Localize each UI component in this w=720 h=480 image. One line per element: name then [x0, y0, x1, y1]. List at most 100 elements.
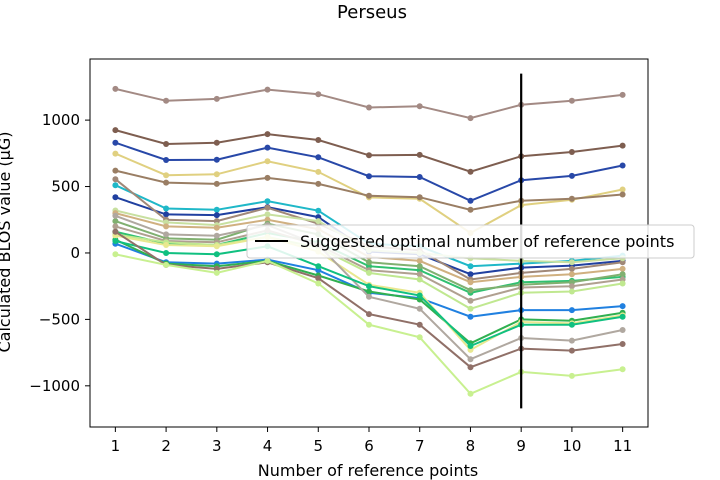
- data-point: [163, 231, 170, 238]
- data-point: [264, 204, 271, 211]
- data-point: [619, 341, 626, 347]
- data-point: [467, 313, 474, 320]
- data-point: [467, 343, 474, 349]
- x-axis: 1 2 3 4 5 6 7 8 9 10 11: [111, 427, 632, 455]
- data-point: [213, 95, 220, 102]
- data-point: [619, 162, 626, 169]
- data-point: [366, 288, 372, 295]
- data-point: [467, 279, 474, 286]
- x-tick-label: 2: [161, 437, 171, 455]
- data-point: [416, 334, 423, 341]
- data-point: [264, 144, 271, 151]
- data-point: [366, 192, 372, 199]
- legend-box: [246, 224, 695, 259]
- data-point: [619, 271, 626, 278]
- data-point: [163, 223, 170, 230]
- data-point: [366, 311, 372, 318]
- data-point: [112, 212, 119, 219]
- data-point: [112, 223, 119, 230]
- data-point: [568, 265, 575, 272]
- data-point: [416, 321, 423, 328]
- data-point: [366, 321, 372, 328]
- y-tick-label: 0: [70, 244, 80, 262]
- data-point: [416, 103, 423, 110]
- series-21: [112, 251, 626, 397]
- data-point: [568, 195, 575, 202]
- data-point: [213, 212, 220, 219]
- data-point: [112, 176, 119, 183]
- data-point: [619, 265, 626, 272]
- data-point: [467, 206, 474, 213]
- data-point: [467, 356, 474, 363]
- data-point: [163, 179, 170, 186]
- legend-label: Suggested optimal number of reference po…: [300, 232, 674, 251]
- data-point: [213, 139, 220, 146]
- data-point: [163, 157, 170, 163]
- data-point: [213, 180, 220, 187]
- x-tick-label: 9: [516, 437, 526, 455]
- data-point: [264, 257, 271, 264]
- data-point: [163, 205, 170, 212]
- data-point: [264, 174, 271, 181]
- data-point: [163, 250, 170, 256]
- data-point: [416, 263, 423, 270]
- data-point: [467, 390, 474, 397]
- data-point: [619, 91, 626, 98]
- data-point: [112, 127, 119, 134]
- data-point: [163, 261, 170, 268]
- data-point: [264, 211, 271, 218]
- y-tick-label: −1000: [29, 377, 80, 395]
- data-point: [163, 141, 170, 147]
- data-point: [163, 211, 170, 218]
- data-point: [163, 97, 170, 104]
- data-point: [568, 347, 575, 354]
- data-point: [467, 287, 474, 294]
- data-point: [112, 167, 119, 174]
- data-point: [416, 257, 423, 264]
- data-point: [416, 151, 423, 158]
- data-point: [112, 228, 119, 235]
- x-tick-label: 11: [613, 437, 632, 455]
- data-point: [467, 115, 474, 122]
- x-tick-label: 3: [212, 437, 222, 455]
- data-point: [264, 131, 271, 138]
- data-point: [568, 321, 575, 328]
- data-point: [568, 337, 575, 344]
- data-point: [366, 104, 372, 111]
- chart-title: Perseus: [337, 2, 407, 23]
- data-point: [315, 275, 322, 282]
- data-point: [619, 191, 626, 198]
- data-point: [416, 194, 423, 201]
- data-point: [112, 238, 119, 244]
- data-point: [315, 91, 322, 98]
- series-layer: [112, 85, 626, 397]
- data-point: [467, 305, 474, 312]
- data-point: [366, 173, 372, 180]
- data-point: [112, 139, 119, 146]
- y-tick-label: 500: [51, 178, 80, 196]
- series-line: [115, 87, 623, 120]
- data-point: [366, 152, 372, 159]
- data-point: [568, 97, 575, 104]
- data-point: [568, 149, 575, 155]
- legend: Suggested optimal number of reference po…: [246, 224, 695, 259]
- data-point: [315, 280, 322, 287]
- y-tick-label: −500: [39, 310, 80, 328]
- data-point: [112, 85, 119, 92]
- data-point: [467, 297, 474, 304]
- data-point: [112, 218, 119, 225]
- series-line: [115, 141, 623, 202]
- data-point: [264, 198, 271, 205]
- series-1: [112, 85, 626, 122]
- data-point: [366, 269, 372, 276]
- data-point: [416, 305, 423, 312]
- data-point: [213, 243, 220, 250]
- data-point: [366, 293, 372, 300]
- x-tick-label: 4: [263, 437, 273, 455]
- data-point: [467, 168, 474, 175]
- data-point: [213, 232, 220, 239]
- data-point: [112, 251, 119, 258]
- data-point: [366, 283, 372, 290]
- data-point: [568, 372, 575, 379]
- series-3: [112, 139, 626, 204]
